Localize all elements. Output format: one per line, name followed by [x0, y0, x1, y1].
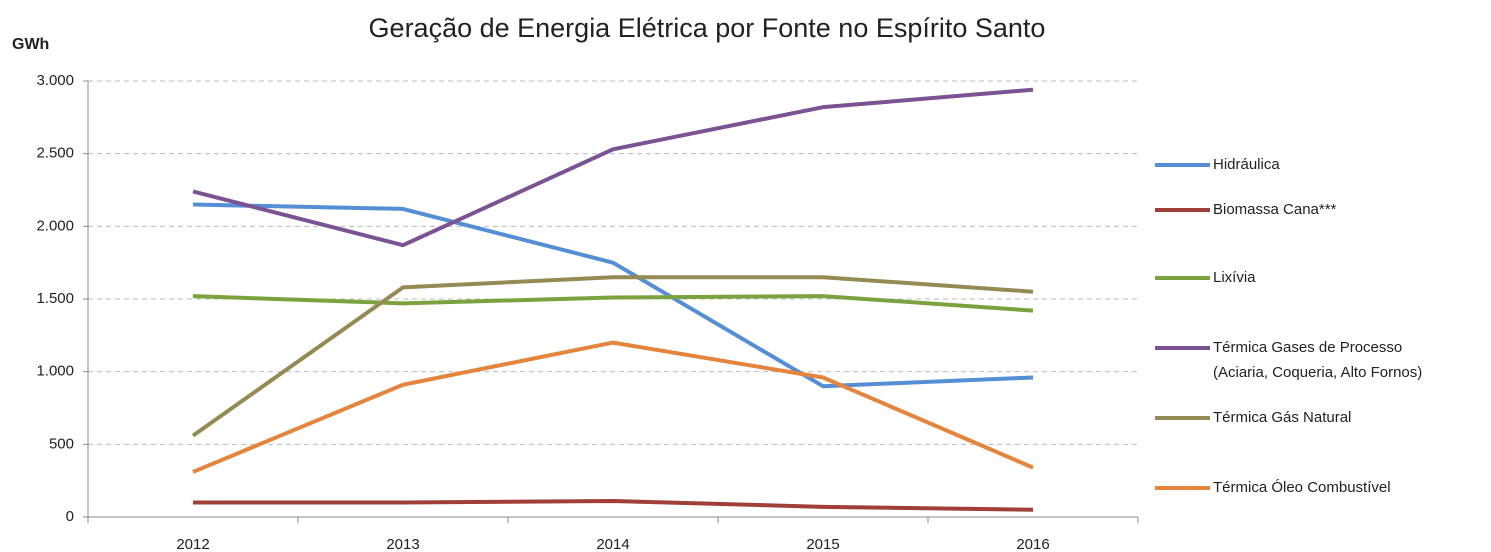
x-tick-label: 2013	[386, 536, 419, 552]
y-tick-label: 3.000	[36, 72, 74, 89]
series-line	[191, 275, 1034, 438]
series-line	[192, 294, 1034, 313]
legend-label-line: Térmica Gases de Processo	[1213, 339, 1402, 356]
y-axis-label: GWh	[12, 36, 49, 53]
legend-label: Térmica Gases de Processo (Aciaria, Coque…	[1213, 339, 1422, 381]
x-tick-label: 2016	[1016, 536, 1049, 552]
legend-label: Biomassa Cana***	[1213, 201, 1337, 218]
x-tick-label: 2012	[176, 536, 209, 552]
y-tick-label: 0	[66, 508, 74, 525]
y-tick-label: 2.500	[36, 145, 74, 162]
y-tick-label: 500	[49, 435, 74, 452]
series-line	[192, 202, 1034, 389]
legend-label: Térmica Óleo Combustível	[1213, 479, 1391, 496]
series-line	[193, 499, 1034, 512]
y-tick-label: 1.000	[36, 363, 74, 380]
legend-label: Hidráulica	[1213, 156, 1280, 173]
y-tick-label: 2.000	[36, 217, 74, 234]
x-tick-label: 2015	[806, 536, 839, 552]
legend-label: Lixívia	[1213, 269, 1256, 286]
series-line	[192, 340, 1034, 474]
series-line	[192, 87, 1034, 248]
legend-label-line: (Aciaria, Coqueria, Alto Fornos)	[1213, 364, 1422, 381]
x-tick-label: 2014	[596, 536, 629, 552]
legend-label: Térmica Gás Natural	[1213, 409, 1351, 426]
y-tick-label: 1.500	[36, 290, 74, 307]
chart-title: Geração de Energia Elétrica por Fonte no…	[369, 13, 1046, 43]
